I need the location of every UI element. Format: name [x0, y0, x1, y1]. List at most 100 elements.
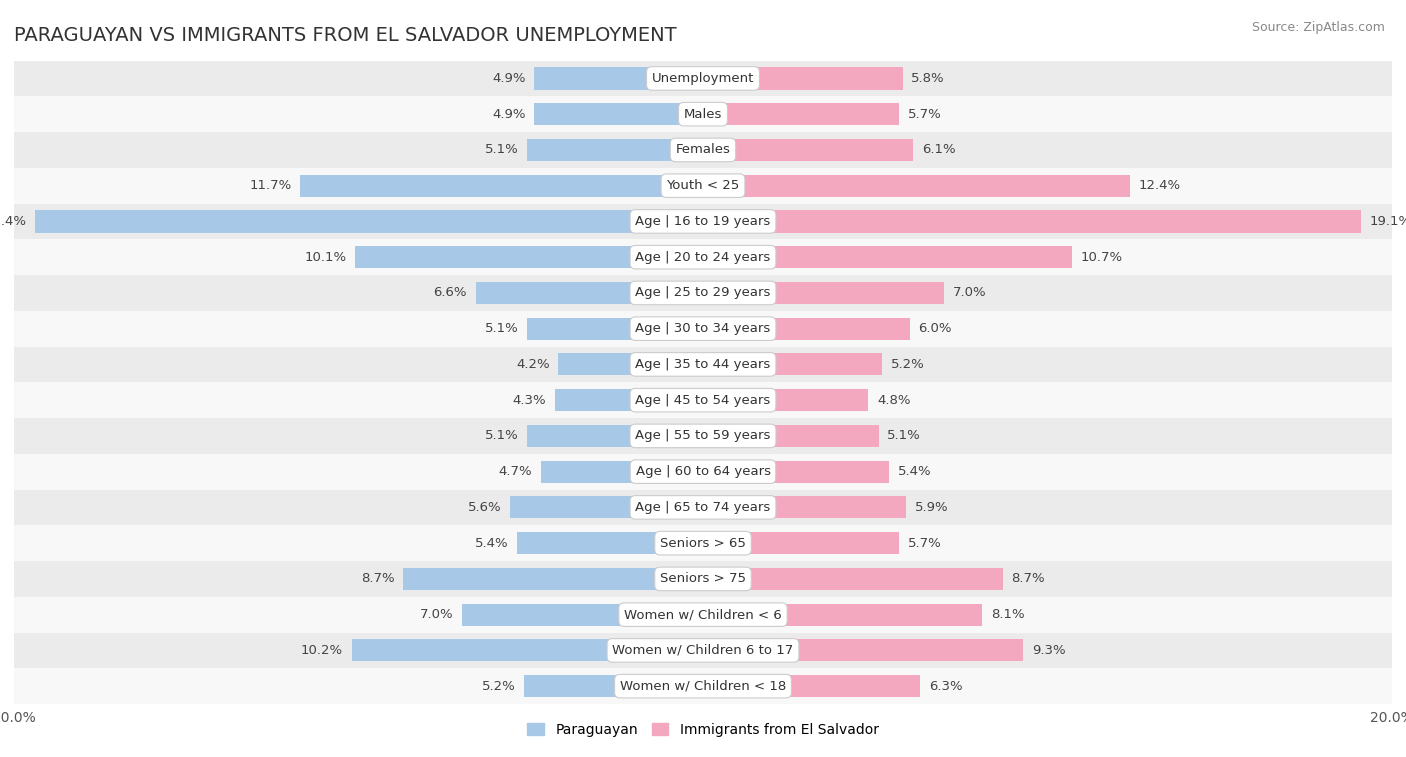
Text: Age | 16 to 19 years: Age | 16 to 19 years	[636, 215, 770, 228]
Bar	[14, 168, 1392, 204]
Bar	[14, 204, 1392, 239]
Text: 19.1%: 19.1%	[1369, 215, 1406, 228]
Text: Youth < 25: Youth < 25	[666, 179, 740, 192]
Bar	[703, 246, 1071, 268]
Text: 10.2%: 10.2%	[301, 644, 343, 657]
Text: 4.8%: 4.8%	[877, 394, 911, 407]
Text: Women w/ Children 6 to 17: Women w/ Children 6 to 17	[613, 644, 793, 657]
Bar	[510, 497, 703, 519]
Bar	[703, 67, 903, 89]
Text: 5.7%: 5.7%	[908, 107, 942, 120]
Text: 5.1%: 5.1%	[485, 322, 519, 335]
Text: 5.9%: 5.9%	[915, 501, 949, 514]
Bar	[703, 497, 907, 519]
Bar	[703, 103, 900, 125]
Text: Age | 30 to 34 years: Age | 30 to 34 years	[636, 322, 770, 335]
Text: 4.2%: 4.2%	[516, 358, 550, 371]
Bar	[703, 568, 1002, 590]
Bar	[356, 246, 703, 268]
Bar	[703, 640, 1024, 662]
Text: 7.0%: 7.0%	[419, 608, 453, 621]
Bar	[14, 61, 1392, 96]
Bar	[558, 354, 703, 375]
Bar	[299, 175, 703, 197]
Bar	[14, 633, 1392, 668]
Text: Women w/ Children < 6: Women w/ Children < 6	[624, 608, 782, 621]
Text: Unemployment: Unemployment	[652, 72, 754, 85]
Text: Males: Males	[683, 107, 723, 120]
Bar	[404, 568, 703, 590]
Bar	[35, 210, 703, 232]
Bar	[703, 282, 945, 304]
Bar	[14, 132, 1392, 168]
Text: 8.7%: 8.7%	[361, 572, 395, 585]
Bar	[352, 640, 703, 662]
Bar	[703, 532, 900, 554]
Bar	[703, 389, 869, 411]
Bar	[534, 103, 703, 125]
Bar	[555, 389, 703, 411]
Bar	[527, 318, 703, 340]
Text: 10.1%: 10.1%	[304, 251, 346, 263]
Bar	[14, 382, 1392, 418]
Bar	[14, 275, 1392, 311]
Text: Source: ZipAtlas.com: Source: ZipAtlas.com	[1251, 21, 1385, 34]
Text: Seniors > 65: Seniors > 65	[659, 537, 747, 550]
Bar	[527, 139, 703, 161]
Text: 9.3%: 9.3%	[1032, 644, 1066, 657]
Text: 6.1%: 6.1%	[922, 143, 955, 157]
Text: 5.1%: 5.1%	[887, 429, 921, 442]
Text: 5.2%: 5.2%	[481, 680, 515, 693]
Bar	[703, 210, 1361, 232]
Text: 5.1%: 5.1%	[485, 429, 519, 442]
Text: Age | 25 to 29 years: Age | 25 to 29 years	[636, 286, 770, 300]
Bar	[703, 603, 981, 626]
Text: Age | 45 to 54 years: Age | 45 to 54 years	[636, 394, 770, 407]
Text: Females: Females	[675, 143, 731, 157]
Bar	[703, 675, 920, 697]
Text: 5.2%: 5.2%	[891, 358, 925, 371]
Bar	[14, 96, 1392, 132]
Text: Seniors > 75: Seniors > 75	[659, 572, 747, 585]
Bar	[703, 460, 889, 483]
Legend: Paraguayan, Immigrants from El Salvador: Paraguayan, Immigrants from El Salvador	[522, 717, 884, 742]
Text: 10.7%: 10.7%	[1080, 251, 1122, 263]
Bar	[461, 603, 703, 626]
Text: 5.6%: 5.6%	[468, 501, 502, 514]
Bar	[14, 453, 1392, 490]
Bar	[534, 67, 703, 89]
Text: Age | 35 to 44 years: Age | 35 to 44 years	[636, 358, 770, 371]
Bar	[527, 425, 703, 447]
Text: Age | 20 to 24 years: Age | 20 to 24 years	[636, 251, 770, 263]
Bar	[14, 668, 1392, 704]
Text: 12.4%: 12.4%	[1139, 179, 1181, 192]
Bar	[541, 460, 703, 483]
Bar	[703, 318, 910, 340]
Text: 4.3%: 4.3%	[513, 394, 547, 407]
Bar	[14, 418, 1392, 453]
Text: 4.9%: 4.9%	[492, 72, 526, 85]
Text: 7.0%: 7.0%	[953, 286, 987, 300]
Text: 5.4%: 5.4%	[475, 537, 509, 550]
Text: 6.6%: 6.6%	[433, 286, 467, 300]
Text: 6.3%: 6.3%	[928, 680, 962, 693]
Text: 4.7%: 4.7%	[499, 465, 533, 478]
Text: 5.4%: 5.4%	[897, 465, 931, 478]
Text: Women w/ Children < 18: Women w/ Children < 18	[620, 680, 786, 693]
Text: 4.9%: 4.9%	[492, 107, 526, 120]
Bar	[703, 175, 1130, 197]
Bar	[14, 597, 1392, 633]
Text: Age | 60 to 64 years: Age | 60 to 64 years	[636, 465, 770, 478]
Text: Age | 55 to 59 years: Age | 55 to 59 years	[636, 429, 770, 442]
Text: 6.0%: 6.0%	[918, 322, 952, 335]
Text: 5.7%: 5.7%	[908, 537, 942, 550]
Bar	[703, 354, 882, 375]
Text: 5.8%: 5.8%	[911, 72, 945, 85]
Bar	[703, 139, 912, 161]
Bar	[703, 425, 879, 447]
Bar	[14, 525, 1392, 561]
Text: 5.1%: 5.1%	[485, 143, 519, 157]
Text: 8.1%: 8.1%	[991, 608, 1024, 621]
Bar	[14, 490, 1392, 525]
Text: Age | 65 to 74 years: Age | 65 to 74 years	[636, 501, 770, 514]
